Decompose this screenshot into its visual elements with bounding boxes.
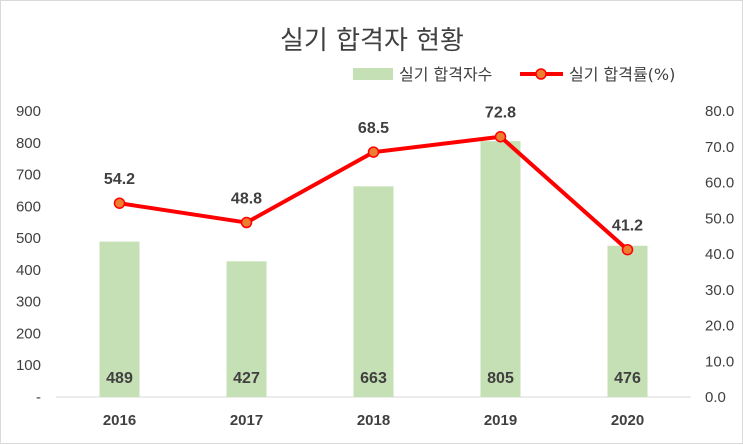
bar-data-labels: 489 427 663 805 476 (106, 370, 641, 387)
line-value-label: 72.8 (485, 105, 516, 122)
y-axis-right: 0.0 10.0 20.0 30.0 40.0 50.0 60.0 70.0 80.0 (705, 103, 734, 406)
line-data-labels: 54.2 48.8 68.5 72.8 41.2 (104, 105, 643, 235)
y-left-tick-label: 100 (16, 357, 41, 374)
y-right-tick-label: 50.0 (705, 210, 734, 227)
bar (99, 241, 140, 397)
line-point (494, 130, 507, 143)
y-right-tick-label: 70.0 (705, 139, 734, 156)
line-point (621, 243, 634, 256)
y-right-tick-label: 30.0 (705, 282, 734, 299)
bar (480, 141, 521, 397)
line-value-label: 48.8 (231, 191, 262, 208)
line-point (240, 216, 253, 229)
line-value-label: 54.2 (104, 171, 135, 188)
y-right-tick-label: 20.0 (705, 318, 734, 335)
legend-line-label: 실기 합격률(%) (569, 65, 675, 84)
bar-value-label: 489 (106, 370, 133, 387)
line-series (113, 130, 634, 256)
bar (353, 186, 394, 397)
y-axis-left: - 100 200 300 400 500 600 700 800 900 (16, 103, 41, 406)
legend: 실기 합격자수 실기 합격률(%) (353, 65, 675, 84)
legend-bar-label: 실기 합격자수 (399, 65, 492, 84)
x-tick-label: 2016 (103, 412, 136, 429)
bar-series (99, 141, 648, 397)
x-tick-label: 2020 (611, 412, 644, 429)
legend-line-marker (535, 68, 547, 80)
x-tick-label: 2019 (484, 412, 517, 429)
x-tick-label: 2017 (230, 412, 263, 429)
bar-value-label: 476 (614, 370, 641, 387)
bar-value-label: 805 (487, 370, 514, 387)
y-left-tick-label: 800 (16, 135, 41, 152)
y-left-tick-label: 500 (16, 230, 41, 247)
legend-bar-swatch (353, 68, 393, 80)
y-right-tick-label: 80.0 (705, 103, 734, 120)
y-left-tick-label: 200 (16, 325, 41, 342)
chart-title: 실기 합격자 현황 (280, 26, 464, 56)
y-right-tick-label: 0.0 (705, 389, 726, 406)
y-left-tick-label: - (36, 389, 41, 406)
y-left-tick-label: 700 (16, 167, 41, 184)
line-value-label: 68.5 (358, 120, 389, 137)
line-point (113, 197, 126, 209)
bar (607, 245, 648, 397)
x-axis-labels: 2016 2017 2018 2019 2020 (103, 412, 644, 429)
y-right-tick-label: 60.0 (705, 175, 734, 192)
x-tick-label: 2018 (357, 412, 390, 429)
y-right-tick-label: 10.0 (705, 353, 734, 370)
y-right-tick-label: 40.0 (705, 246, 734, 263)
bar (226, 261, 267, 397)
y-left-tick-label: 600 (16, 198, 41, 215)
bar-value-label: 427 (233, 370, 260, 387)
y-left-tick-label: 300 (16, 294, 41, 311)
line-point (367, 146, 380, 158)
bar-value-label: 663 (360, 370, 387, 387)
y-left-tick-label: 400 (16, 262, 41, 279)
line-value-label: 41.2 (612, 218, 643, 235)
y-left-tick-label: 900 (16, 103, 41, 120)
